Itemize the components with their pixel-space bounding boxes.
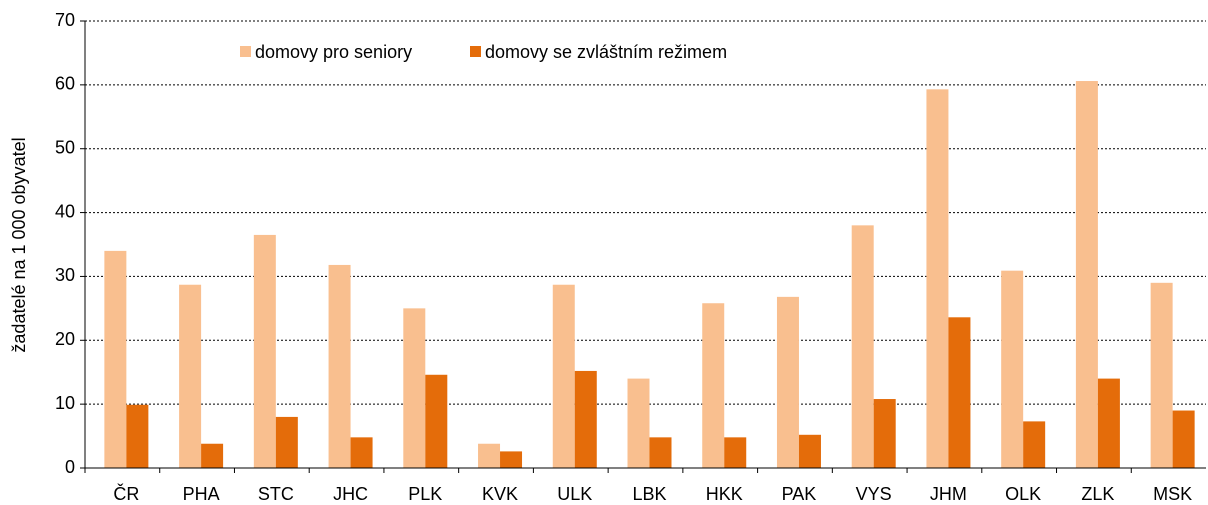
bar — [253, 234, 276, 468]
bar — [104, 250, 127, 468]
bar — [649, 437, 672, 468]
bar — [926, 89, 949, 468]
bar — [1023, 421, 1046, 468]
x-tick-label: KVK — [482, 484, 518, 504]
bar — [126, 404, 149, 468]
y-axis-label: žadatelé na 1 000 obyvatel — [9, 137, 29, 352]
x-tick-label: ZLK — [1081, 484, 1114, 504]
bar — [851, 225, 874, 468]
bar — [1075, 81, 1098, 469]
bar — [574, 370, 597, 468]
bar — [1097, 378, 1120, 468]
bar — [179, 284, 202, 468]
bar — [201, 443, 224, 468]
x-tick-label: JHC — [333, 484, 368, 504]
bar — [798, 434, 821, 468]
x-tick-label: ULK — [557, 484, 592, 504]
bar — [1172, 410, 1195, 468]
x-tick-label: JHM — [930, 484, 967, 504]
bar — [627, 378, 650, 468]
bar — [1001, 270, 1024, 468]
bar — [724, 437, 747, 468]
bar — [478, 443, 501, 468]
x-tick-label: PAK — [782, 484, 817, 504]
legend-label: domovy se zvláštním režimem — [485, 42, 727, 62]
y-tick-label: 70 — [55, 10, 75, 30]
y-tick-label: 0 — [65, 457, 75, 477]
y-tick-label: 60 — [55, 74, 75, 94]
legend-swatch — [470, 46, 481, 57]
x-tick-label: PLK — [408, 484, 442, 504]
legend-swatch — [240, 46, 251, 57]
x-tick-label: ČR — [113, 483, 139, 504]
bar — [552, 284, 575, 468]
x-tick-label: HKK — [706, 484, 743, 504]
bar — [776, 296, 799, 468]
bar — [275, 416, 298, 468]
bar — [702, 303, 725, 468]
x-tick-label: PHA — [183, 484, 220, 504]
bar — [350, 437, 373, 468]
y-tick-label: 30 — [55, 265, 75, 285]
y-tick-label: 20 — [55, 329, 75, 349]
bar — [328, 264, 351, 468]
bar — [403, 308, 426, 468]
y-tick-label: 50 — [55, 137, 75, 157]
y-tick-label: 10 — [55, 393, 75, 413]
y-tick-label: 40 — [55, 201, 75, 221]
legend-label: domovy pro seniory — [255, 42, 412, 62]
x-tick-label: STC — [258, 484, 294, 504]
x-tick-label: OLK — [1005, 484, 1041, 504]
x-tick-label: MSK — [1153, 484, 1192, 504]
x-tick-label: LBK — [632, 484, 666, 504]
bar — [873, 399, 896, 468]
bar — [500, 451, 523, 468]
x-tick-label: VYS — [856, 484, 892, 504]
bar — [1150, 282, 1173, 468]
bar — [425, 374, 448, 468]
bar — [948, 317, 971, 468]
